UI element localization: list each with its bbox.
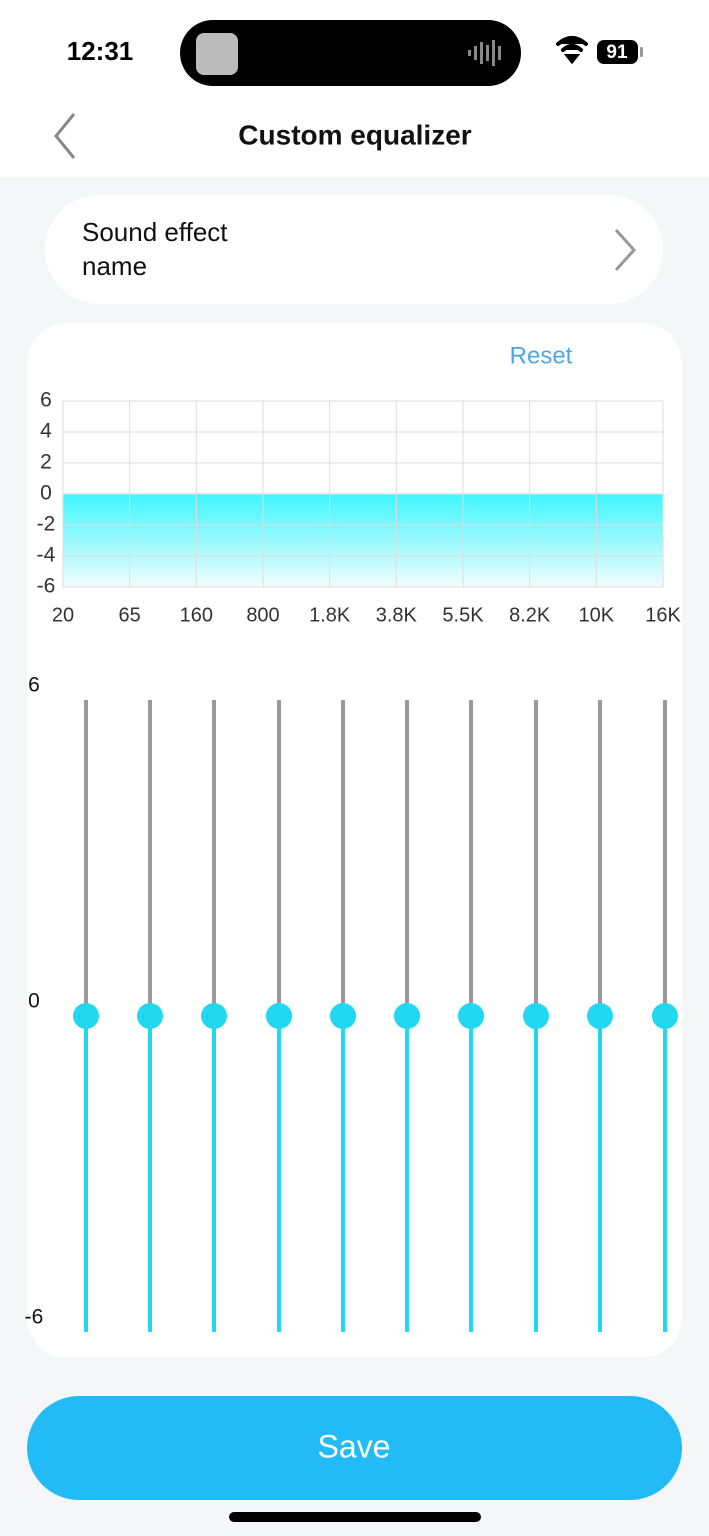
x-tick-label: 8.2K bbox=[509, 604, 551, 626]
slider-knob[interactable] bbox=[652, 1003, 678, 1029]
y-tick-label: 2 bbox=[40, 451, 52, 474]
slider-knob[interactable] bbox=[137, 1003, 163, 1029]
eq-card bbox=[27, 323, 682, 1358]
y-tick-label: -2 bbox=[37, 513, 56, 536]
y-tick-label: -4 bbox=[37, 544, 56, 567]
slider-knob[interactable] bbox=[330, 1003, 356, 1029]
x-tick-label: 5.5K bbox=[442, 604, 484, 626]
status-time: 12:31 bbox=[67, 36, 134, 66]
page-title: Custom equalizer bbox=[238, 119, 471, 150]
x-tick-label: 65 bbox=[119, 604, 141, 626]
slider-knob[interactable] bbox=[394, 1003, 420, 1029]
slider-scale-label: 0 bbox=[28, 990, 40, 1013]
waveform-icon bbox=[468, 40, 501, 66]
back-button[interactable] bbox=[54, 113, 76, 159]
x-tick-label: 20 bbox=[52, 604, 74, 626]
y-tick-label: -6 bbox=[37, 575, 56, 598]
dynamic-island bbox=[180, 20, 521, 86]
save-label: Save bbox=[318, 1428, 391, 1464]
x-tick-label: 160 bbox=[180, 604, 213, 626]
y-tick-label: 0 bbox=[40, 482, 52, 505]
battery-tip bbox=[640, 47, 643, 57]
slider-knob[interactable] bbox=[523, 1003, 549, 1029]
y-tick-label: 6 bbox=[40, 389, 52, 412]
x-tick-label: 1.8K bbox=[309, 604, 351, 626]
chevron-right bbox=[614, 228, 637, 272]
slider-knob[interactable] bbox=[266, 1003, 292, 1029]
x-tick-label: 16K bbox=[645, 604, 681, 626]
slider-knob[interactable] bbox=[587, 1003, 613, 1029]
eq-area bbox=[63, 494, 663, 587]
slider-scale-label: -6 bbox=[25, 1306, 44, 1329]
slider-knob[interactable] bbox=[458, 1003, 484, 1029]
album-art bbox=[196, 33, 238, 75]
slider-knob[interactable] bbox=[73, 1003, 99, 1029]
home-indicator bbox=[229, 1512, 481, 1522]
save-button[interactable] bbox=[27, 1396, 682, 1500]
sound-effect-card[interactable] bbox=[45, 195, 663, 304]
battery-level: 91 bbox=[606, 42, 628, 63]
slider-scale-label: 6 bbox=[28, 674, 40, 697]
x-tick-label: 3.8K bbox=[376, 604, 418, 626]
x-tick-label: 800 bbox=[246, 604, 279, 626]
slider-knob[interactable] bbox=[201, 1003, 227, 1029]
y-tick-label: 4 bbox=[40, 420, 52, 443]
sound-effect-name: Sound effect name bbox=[82, 217, 228, 281]
battery-icon bbox=[597, 40, 638, 64]
reset-button[interactable]: Reset bbox=[510, 342, 573, 369]
wifi-icon bbox=[556, 36, 588, 65]
x-tick-label: 10K bbox=[579, 604, 615, 626]
